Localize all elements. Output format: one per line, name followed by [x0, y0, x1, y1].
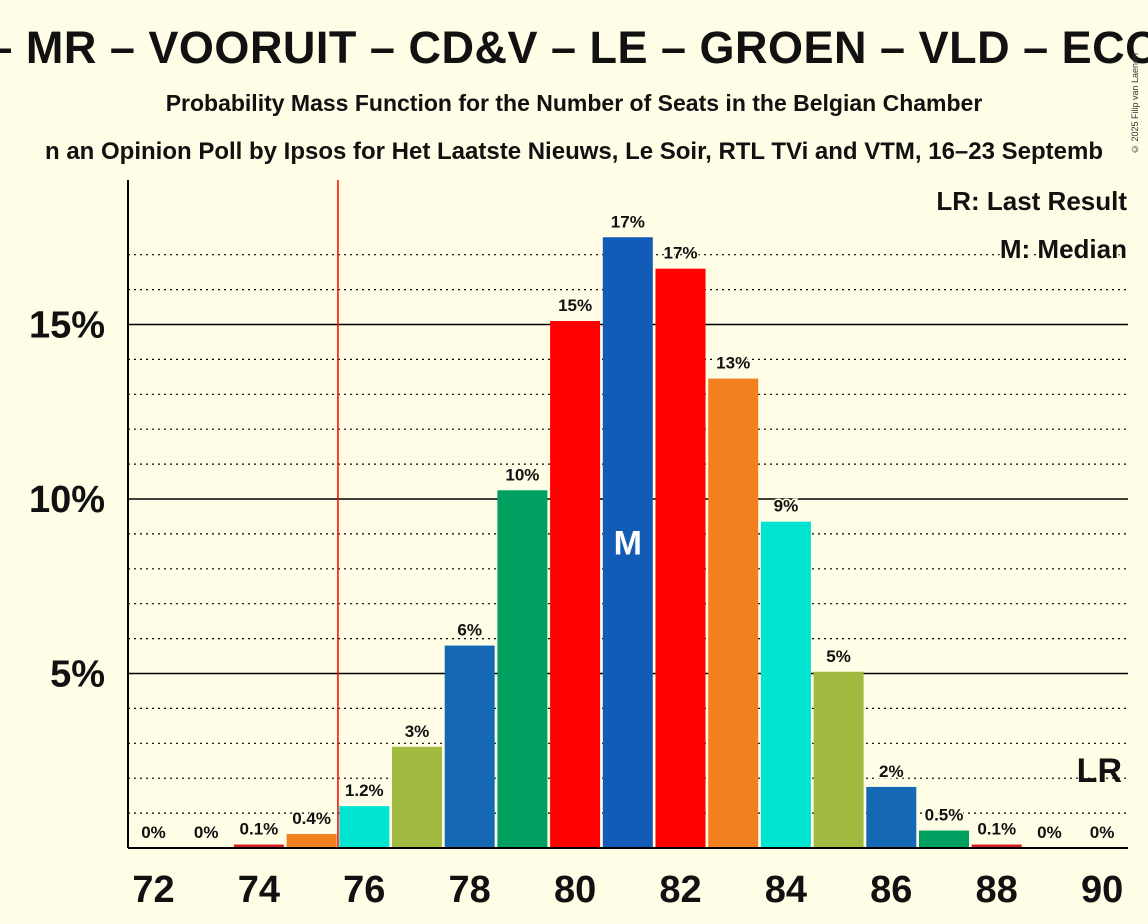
- x-tick-label: 78: [449, 869, 491, 911]
- bar-seat-79: [497, 490, 548, 848]
- bar-seat-81: [602, 237, 653, 848]
- bar-seat-76: [339, 806, 390, 848]
- x-tick-label: 76: [343, 869, 385, 911]
- bar-value-label: 9%: [774, 497, 799, 516]
- bar-seat-74: [233, 844, 284, 848]
- bar-value-label: 3%: [405, 722, 430, 741]
- bar-value-label: 10%: [505, 465, 539, 484]
- x-tick-label: 82: [659, 869, 701, 911]
- bar-seat-88: [971, 844, 1022, 848]
- bar-seat-78: [444, 645, 495, 848]
- bar-value-label: 0%: [141, 823, 166, 842]
- label-layer: 0% 0% 0.1% 0.4% 1.2% 3% 6% 10% 15% 17% 17% 13% 9% 5% 2…: [140, 211, 1122, 844]
- bar-value-label: 5%: [826, 647, 851, 666]
- bar-value-label: 1.2%: [345, 781, 384, 800]
- bar-seat-80: [550, 321, 601, 848]
- legend-entry: M: Median: [1000, 234, 1127, 264]
- bar-value-label: 0.4%: [292, 809, 331, 828]
- legend-entry: LR: Last Result: [936, 186, 1127, 216]
- bar-seat-83: [708, 378, 759, 848]
- bar-value-label: 2%: [879, 762, 904, 781]
- bar-seat-82: [655, 268, 706, 848]
- last-result-marker: LR: [1077, 752, 1122, 790]
- bar-value-label: 0.1%: [240, 820, 279, 839]
- median-marker: M: [614, 525, 642, 563]
- x-tick-label: 80: [554, 869, 596, 911]
- x-tick-label: 86: [870, 869, 912, 911]
- bar-value-label: 0.5%: [925, 806, 964, 825]
- y-tick-label: 5%: [50, 654, 105, 696]
- bar-seat-87: [919, 830, 969, 848]
- legend-layer: LR: Last Result M: Median: [934, 184, 1129, 266]
- bar-seat-84: [760, 521, 811, 848]
- x-tick-label: 84: [765, 869, 807, 911]
- bar-seat-75: [286, 834, 337, 848]
- x-tick-label: 72: [132, 869, 174, 911]
- bar-value-label: 17%: [663, 244, 697, 263]
- bar-seat-85: [813, 671, 864, 848]
- bar-value-label: 15%: [558, 296, 592, 315]
- y-tick-label: 10%: [29, 479, 105, 521]
- bar-value-label: 0%: [194, 823, 219, 842]
- bar-value-label: 0.1%: [977, 820, 1016, 839]
- chart-source: n an Opinion Poll by Ipsos for Het Laats…: [45, 138, 1103, 165]
- x-tick-label: 74: [238, 869, 280, 911]
- bar-seat-86: [866, 786, 917, 848]
- y-tick-label: 15%: [29, 305, 105, 347]
- bar-value-label: 0%: [1037, 823, 1062, 842]
- chart-subtitle: Probability Mass Function for the Number…: [165, 90, 983, 116]
- bar-value-label: 6%: [457, 621, 482, 640]
- bar-value-label: 13%: [716, 354, 750, 373]
- x-tick-label: 90: [1081, 869, 1123, 911]
- axis-layer: 5% 10% 15% 72 74 76 78 80 82 84 86 88 90: [29, 180, 1128, 911]
- bar-layer: [233, 237, 1022, 848]
- chart-title: – MR – VOORUIT – CD&V – LE – GROEN – VLD…: [0, 22, 1148, 73]
- x-tick-label: 88: [976, 869, 1018, 911]
- bar-value-label: 17%: [611, 212, 645, 231]
- bar-value-label: 0%: [1090, 823, 1115, 842]
- bar-seat-77: [392, 746, 442, 848]
